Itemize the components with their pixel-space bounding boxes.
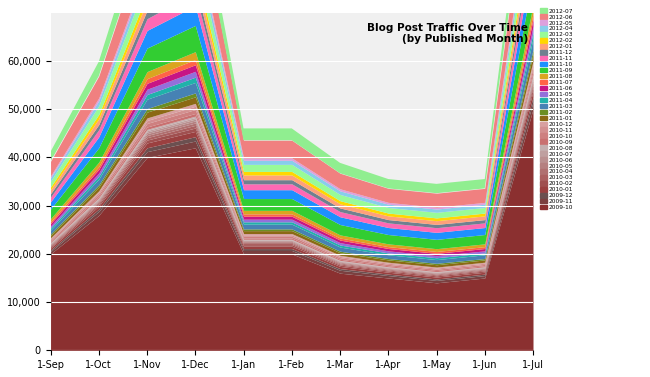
Text: Blog Post Traffic Over Time
(by Published Month): Blog Post Traffic Over Time (by Publishe…: [367, 23, 528, 44]
Legend: 2012-07, 2012-06, 2012-05, 2012-04, 2012-03, 2012-02, 2012-01, 2011-12, 2011-11,: 2012-07, 2012-06, 2012-05, 2012-04, 2012…: [538, 6, 576, 213]
